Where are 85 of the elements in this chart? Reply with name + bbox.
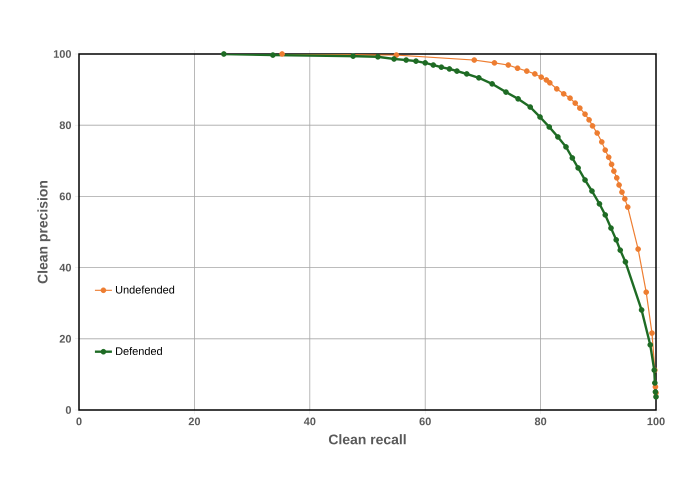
point [596, 201, 602, 207]
point [598, 139, 605, 145]
point [611, 168, 617, 174]
point [647, 342, 654, 348]
point [635, 246, 641, 252]
point [464, 71, 470, 77]
point [590, 123, 596, 129]
point [563, 144, 569, 150]
point [577, 105, 583, 111]
point [594, 130, 600, 136]
point [489, 81, 495, 87]
point [560, 91, 567, 97]
legend-label: Defended [116, 346, 162, 356]
point [622, 259, 628, 265]
point [613, 236, 620, 243]
y-axis-title: Clean precision [37, 180, 50, 284]
point [476, 75, 482, 81]
point [538, 74, 544, 80]
y-tick-label: 80 [60, 121, 72, 130]
point [527, 104, 534, 110]
point [652, 380, 658, 386]
point [575, 165, 581, 171]
point [503, 89, 509, 95]
point [649, 330, 655, 336]
point [624, 204, 631, 210]
point [643, 289, 650, 296]
x-axis-title: Clean recall [328, 434, 406, 444]
point [608, 225, 614, 231]
point [589, 188, 595, 194]
point [614, 175, 620, 181]
point [413, 58, 419, 64]
point [570, 155, 576, 161]
point [554, 86, 560, 92]
x-tick-label: 40 [304, 418, 316, 426]
point [619, 189, 625, 195]
point [471, 57, 478, 63]
point [606, 154, 612, 160]
legend-label: Undefended [116, 286, 174, 294]
point [608, 162, 614, 168]
point [602, 147, 608, 153]
point [350, 53, 356, 59]
point [438, 64, 444, 70]
point [555, 134, 561, 140]
point [622, 196, 628, 202]
point [653, 394, 659, 400]
y-tick-label: 40 [59, 264, 72, 272]
point [616, 182, 622, 188]
y-tick-label: 20 [60, 334, 72, 343]
point [492, 60, 498, 66]
x-tick-label: 0 [76, 418, 82, 426]
x-tick-label: 20 [188, 418, 200, 426]
point [602, 212, 608, 218]
point [446, 66, 452, 72]
point [546, 124, 552, 130]
point [544, 77, 550, 83]
point [403, 57, 410, 63]
point [537, 114, 543, 120]
x-tick-label: 80 [534, 418, 546, 426]
point [514, 65, 520, 72]
point [546, 80, 553, 86]
point [582, 177, 588, 183]
point [505, 62, 512, 68]
point [430, 62, 436, 68]
point [567, 95, 573, 101]
point [524, 68, 530, 74]
y-tick-label: 60 [60, 192, 72, 200]
point [586, 117, 592, 123]
point [279, 51, 285, 57]
point [582, 111, 588, 117]
x-tick-label: 100 [648, 418, 665, 426]
point [454, 68, 460, 74]
point [617, 247, 624, 253]
y-tick-label: 100 [54, 50, 72, 58]
point [422, 60, 428, 66]
point [515, 96, 521, 102]
point [638, 307, 644, 313]
point [572, 100, 578, 106]
point [532, 71, 538, 77]
point [220, 51, 227, 57]
point [270, 52, 276, 58]
point [391, 56, 397, 62]
y-tick-label: 0 [66, 406, 72, 414]
point [394, 52, 400, 58]
x-tick-label: 60 [420, 418, 431, 426]
point [375, 54, 381, 60]
